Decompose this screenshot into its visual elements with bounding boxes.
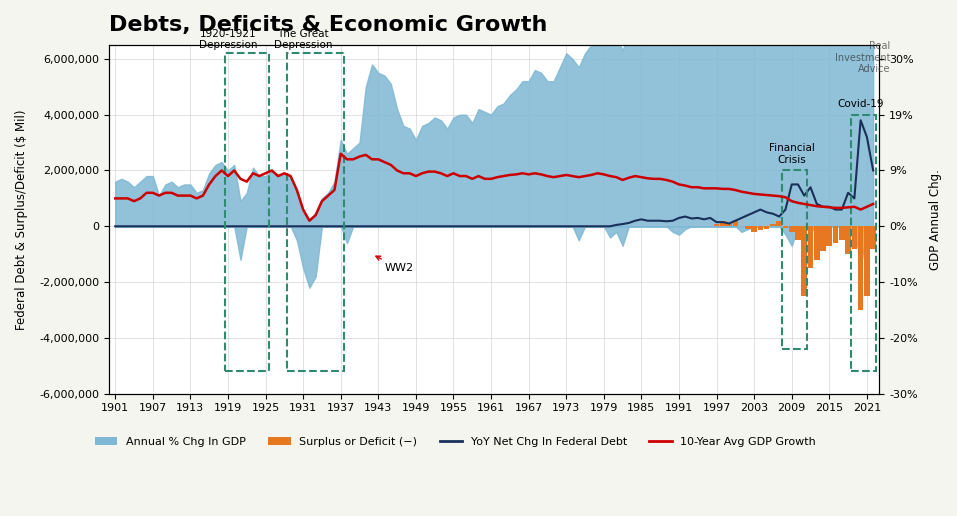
10-Year Avg GDP Growth xyxy=(855,206,866,213)
Bar xyxy=(732,221,738,227)
10-Year Avg GDP Growth xyxy=(303,218,315,224)
Bar xyxy=(776,221,782,227)
10-Year Avg GDP Growth xyxy=(367,156,378,163)
Bar xyxy=(795,227,801,240)
Bar xyxy=(808,227,813,268)
YoY Net Chg In Federal Debt xyxy=(591,223,603,230)
Bar xyxy=(839,227,845,240)
Bar xyxy=(870,227,876,249)
Bar xyxy=(758,227,764,231)
Text: Real
Investment
Advice: Real Investment Advice xyxy=(835,41,890,74)
Text: Debts, Deficits & Economic Growth: Debts, Deficits & Economic Growth xyxy=(109,15,547,35)
Bar xyxy=(827,227,833,246)
Text: Covid-19: Covid-19 xyxy=(837,99,884,109)
Text: The Great
Depression: The Great Depression xyxy=(274,29,332,51)
Line: 10-Year Avg GDP Growth: 10-Year Avg GDP Growth xyxy=(115,154,873,221)
10-Year Avg GDP Growth xyxy=(285,173,297,179)
10-Year Avg GDP Growth xyxy=(867,201,879,207)
YoY Net Chg In Federal Debt xyxy=(354,223,366,230)
Legend: Annual % Chg In GDP, Surplus or Deficit (−), YoY Net Chg In Federal Debt, 10-Yea: Annual % Chg In GDP, Surplus or Deficit … xyxy=(91,432,820,451)
YoY Net Chg In Federal Debt xyxy=(867,167,879,173)
YoY Net Chg In Federal Debt xyxy=(811,201,822,207)
10-Year Avg GDP Growth xyxy=(535,171,546,178)
Bar xyxy=(746,227,750,229)
Y-axis label: Federal Debt & Surplus/Deficit ($ Mil): Federal Debt & Surplus/Deficit ($ Mil) xyxy=(15,109,28,330)
Text: WW2: WW2 xyxy=(376,256,413,273)
YoY Net Chg In Federal Debt xyxy=(842,190,854,196)
Bar xyxy=(720,221,725,227)
Bar xyxy=(864,227,870,296)
Bar xyxy=(751,227,757,232)
10-Year Avg GDP Growth xyxy=(824,204,835,211)
Bar xyxy=(770,223,776,227)
Y-axis label: GDP Annual Chg.: GDP Annual Chg. xyxy=(929,169,942,270)
Bar xyxy=(833,227,838,243)
Bar xyxy=(801,227,807,296)
YoY Net Chg In Federal Debt xyxy=(285,223,297,230)
10-Year Avg GDP Growth xyxy=(109,195,121,201)
Bar xyxy=(814,227,819,260)
Bar xyxy=(789,227,794,232)
Bar xyxy=(852,227,857,249)
Line: YoY Net Chg In Federal Debt: YoY Net Chg In Federal Debt xyxy=(115,120,873,227)
Bar xyxy=(764,227,769,229)
Bar xyxy=(783,227,789,228)
Text: 1920-1921
Depression: 1920-1921 Depression xyxy=(199,29,257,51)
10-Year Avg GDP Growth xyxy=(335,151,346,157)
YoY Net Chg In Federal Debt xyxy=(523,223,534,230)
Bar xyxy=(820,227,826,251)
Text: Financial
Crisis: Financial Crisis xyxy=(768,143,814,165)
Bar xyxy=(726,223,732,227)
YoY Net Chg In Federal Debt xyxy=(855,117,866,123)
YoY Net Chg In Federal Debt xyxy=(109,223,121,230)
Bar xyxy=(714,223,720,227)
Bar xyxy=(845,227,851,254)
10-Year Avg GDP Growth xyxy=(604,173,615,179)
Bar xyxy=(857,227,863,310)
